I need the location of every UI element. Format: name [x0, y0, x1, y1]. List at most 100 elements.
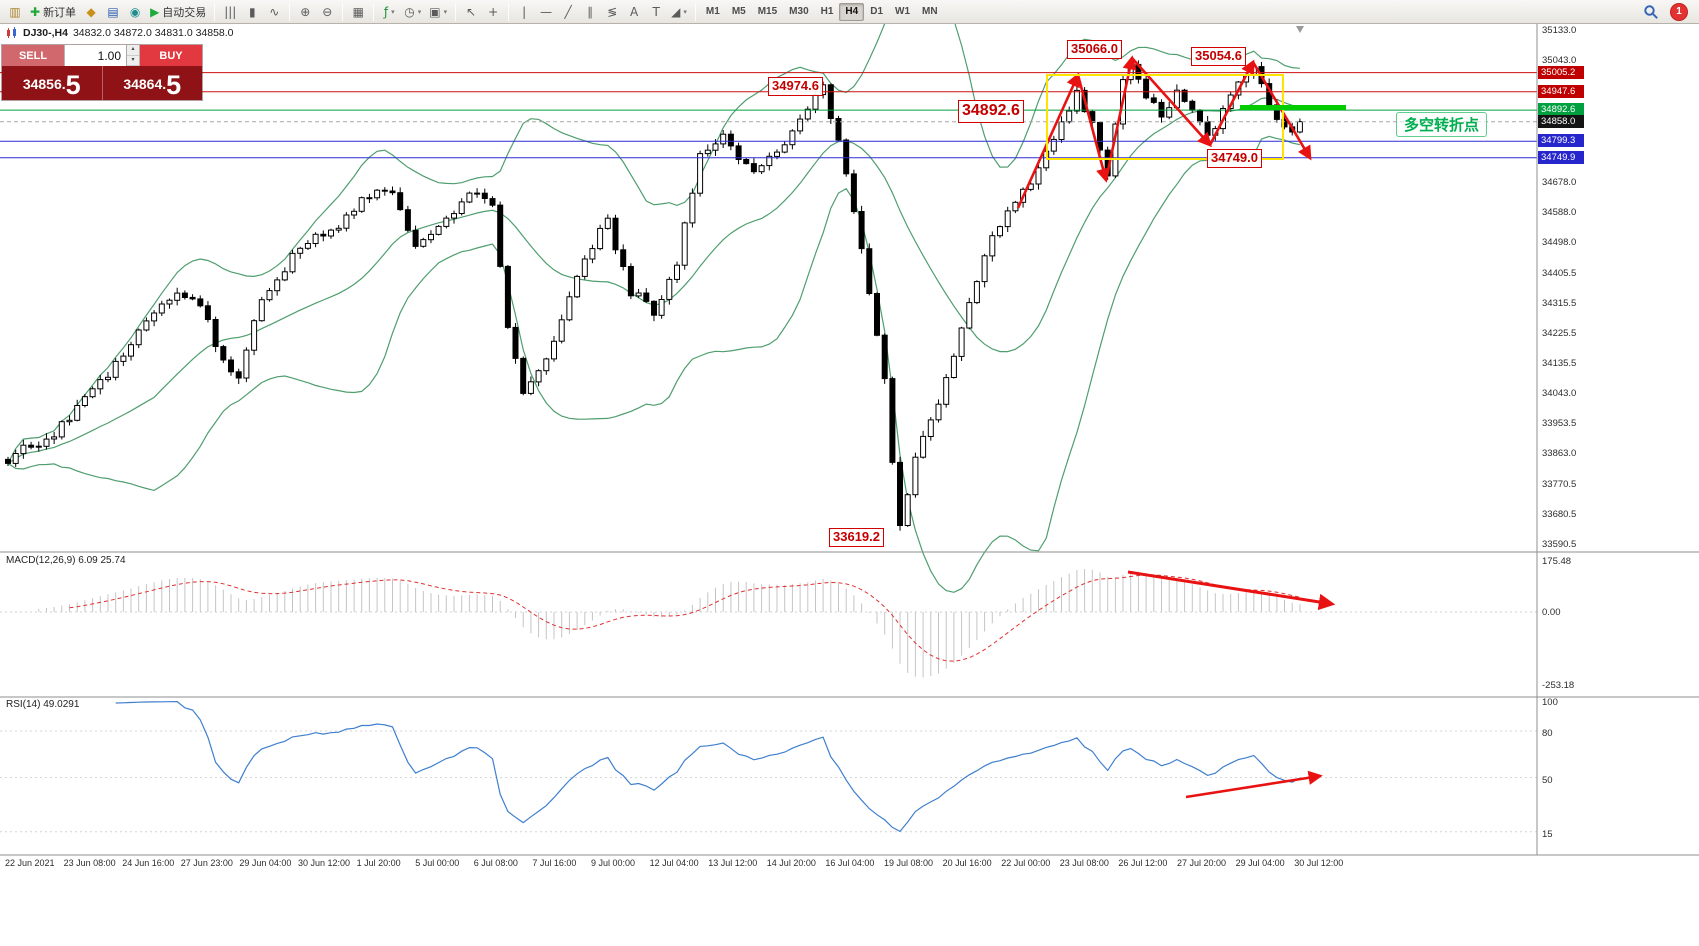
rsi-line	[115, 700, 1301, 833]
volume-stepper[interactable]: ▴ ▾	[126, 45, 139, 66]
fibonacci-icon: ≶	[607, 4, 618, 19]
price-axis-badge: 34892.6	[1538, 103, 1584, 117]
zoom-out-icon[interactable]: ⊖	[316, 2, 338, 22]
timeframe-button-h4[interactable]: H4	[839, 2, 865, 21]
rsi-axis-label: 100	[1542, 697, 1558, 708]
toolbar-separator	[289, 2, 291, 21]
sell-price-big-digit: 5	[65, 70, 81, 100]
buy-price-big-digit: 5	[166, 70, 182, 100]
price-axis-label: 35133.0	[1542, 25, 1577, 36]
toolbar: ▥ ✚ 新订单 ◆ ▤ ◉ ▶ 自动交易 ||| ▮ ∿ ⊕ ⊖ ▦ ƒ ▾ ◷ ▾ ▣ ▾ ↖ + | — ╱ ∥ ≶ A T ◢ ▾ M1…	[0, 0, 1699, 24]
time-axis-label: 27 Jul 20:00	[1177, 858, 1227, 868]
stepper-down-icon[interactable]: ▾	[127, 55, 139, 66]
horizontal-line-icon: —	[540, 4, 553, 19]
periods-icon[interactable]: ◷ ▾	[400, 2, 425, 22]
new-chart-icon: ▥	[9, 4, 21, 19]
label-icon[interactable]: T	[645, 2, 667, 22]
tile-windows-icon[interactable]: ▦	[347, 2, 369, 22]
time-axis-label: 30 Jun 12:00	[298, 858, 351, 868]
horizontal-line-icon[interactable]: —	[535, 2, 557, 22]
price-axis-label: 33590.5	[1542, 539, 1577, 551]
templates-icon: ▣	[429, 4, 441, 19]
sell-button[interactable]: SELL	[2, 45, 64, 66]
time-axis-label: 13 Jul 12:00	[708, 858, 758, 868]
shapes-icon[interactable]: ◢ ▾	[667, 2, 691, 22]
time-axis-label: 16 Jul 04:00	[825, 858, 875, 868]
autotrading-button[interactable]: ▶ 自动交易	[146, 2, 210, 22]
market-watch-icon: ▤	[107, 4, 119, 19]
pivot-highlight-segment[interactable]	[1240, 105, 1346, 110]
price-callout-label[interactable]: 34749.0	[1207, 149, 1262, 168]
price-axis-badge: 34799.3	[1538, 134, 1584, 148]
price-axis-badge: 34947.6	[1538, 84, 1584, 98]
crosshair-icon[interactable]: +	[482, 2, 504, 22]
line-chart-icon[interactable]: ∿	[263, 2, 285, 22]
price-axis-label: 34678.0	[1542, 176, 1577, 188]
zoom-in-icon[interactable]: ⊕	[294, 2, 316, 22]
symbol-header: DJ30-,H4 34832.0 34872.0 34831.0 34858.0	[6, 27, 234, 39]
profiles-icon[interactable]: ◆	[80, 2, 102, 22]
buy-button[interactable]: BUY	[140, 45, 202, 66]
time-axis-label: 29 Jul 04:00	[1235, 858, 1285, 868]
time-axis-label: 7 Jul 16:00	[532, 858, 577, 868]
volume-value[interactable]: 1.00	[97, 48, 121, 63]
toolbar-separator	[455, 2, 457, 21]
timeframe-button-h1[interactable]: H1	[815, 3, 840, 21]
timeframe-button-m1[interactable]: M1	[700, 3, 726, 21]
candlestick-chart-icon[interactable]: ▮	[241, 2, 263, 22]
timeframe-button-w1[interactable]: W1	[889, 3, 916, 21]
toolbar-separator	[694, 2, 696, 21]
cursor-icon[interactable]: ↖	[460, 2, 482, 22]
timeframe-button-m5[interactable]: M5	[726, 3, 752, 21]
price-callout-label[interactable]: 33619.2	[829, 528, 884, 547]
price-callout-label[interactable]: 34892.6	[958, 100, 1024, 123]
time-axis-label: 29 Jun 04:00	[239, 858, 292, 868]
rsi-indicator-label: RSI(14) 49.0291	[6, 699, 80, 710]
time-axis-label: 14 Jul 20:00	[766, 858, 816, 868]
timeframe-button-m30[interactable]: M30	[783, 3, 814, 21]
fibonacci-icon[interactable]: ≶	[601, 2, 623, 22]
price-callout-label[interactable]: 35054.6	[1191, 47, 1246, 66]
consolidation-rectangle[interactable]	[1046, 74, 1284, 160]
search-icon[interactable]	[1643, 4, 1659, 20]
price-axis-label: 34135.5	[1542, 357, 1577, 369]
notifications-badge[interactable]: 1	[1671, 3, 1687, 20]
trendline-icon: ╱	[564, 4, 572, 19]
timeframe-button-d1[interactable]: D1	[864, 3, 889, 21]
sell-price[interactable]: 34856. 5	[2, 66, 102, 100]
toolbar-separator	[342, 2, 344, 21]
toolbar-separator	[214, 2, 216, 21]
bar-chart-icon[interactable]: |||	[219, 2, 241, 22]
new-order-button[interactable]: ✚ 新订单	[26, 2, 80, 22]
data-window-icon[interactable]: ◉	[124, 2, 146, 22]
vertical-line-icon[interactable]: |	[513, 2, 535, 22]
timeframe-button-m15[interactable]: M15	[752, 3, 783, 21]
shapes-icon: ◢	[671, 4, 681, 19]
stepper-up-icon[interactable]: ▴	[127, 45, 139, 56]
turning-point-label[interactable]: 多空转折点	[1396, 112, 1488, 137]
sell-price-main: 34856.	[22, 76, 66, 92]
trendline-icon[interactable]: ╱	[557, 2, 579, 22]
timeframe-button-mn[interactable]: MN	[916, 3, 944, 21]
indicators-list-icon[interactable]: ƒ ▾	[378, 2, 400, 22]
price-callout-label[interactable]: 35066.0	[1067, 40, 1122, 59]
dropdown-caret-icon: ▾	[391, 7, 395, 16]
buy-price[interactable]: 34864. 5	[101, 66, 203, 100]
candlestick-chart-icon: ▮	[248, 4, 256, 19]
new-chart-icon[interactable]: ▥	[4, 2, 26, 22]
periods-icon: ◷	[404, 4, 415, 19]
market-watch-icon[interactable]: ▤	[102, 2, 124, 22]
dropdown-caret-icon: ▾	[443, 7, 448, 16]
channel-icon: ∥	[587, 4, 594, 19]
volume-field[interactable]: 1.00 ▴ ▾	[65, 45, 139, 66]
price-callout-label[interactable]: 34974.6	[768, 77, 823, 96]
text-icon[interactable]: A	[623, 2, 645, 22]
macd-axis-label: 175.48	[1542, 556, 1572, 568]
templates-icon[interactable]: ▣ ▾	[425, 2, 451, 22]
channel-icon[interactable]: ∥	[579, 2, 601, 22]
price-axis-badge: 34858.0	[1538, 114, 1584, 128]
time-axis-label: 26 Jul 12:00	[1118, 858, 1168, 868]
